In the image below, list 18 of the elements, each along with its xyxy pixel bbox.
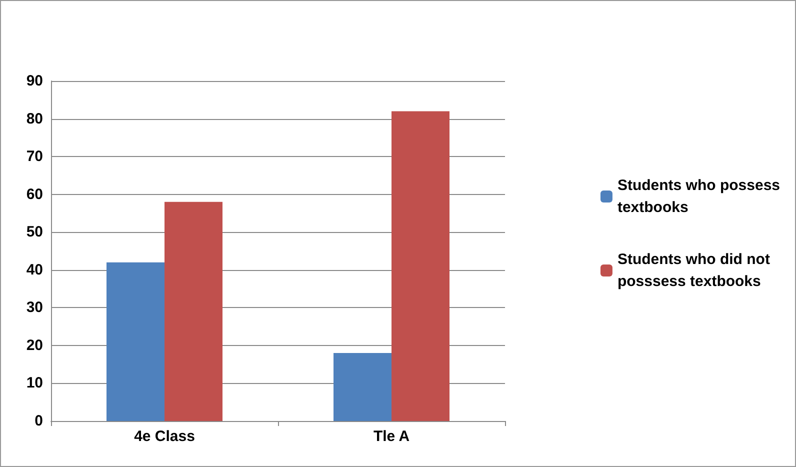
x-tick-label: 4e Class: [134, 428, 195, 445]
x-tick-label: Tle A: [373, 428, 410, 445]
y-tick-label: 0: [34, 412, 43, 430]
bar: [392, 111, 450, 421]
y-tick-label: 30: [26, 299, 43, 316]
bar: [164, 202, 222, 421]
y-tick-label: 60: [26, 186, 43, 203]
y-tick-label: 50: [26, 224, 43, 241]
y-tick-label: 10: [26, 374, 43, 392]
y-tick-label: 40: [26, 261, 43, 278]
y-tick-label: 90: [26, 72, 43, 90]
y-tick-label: 20: [26, 336, 43, 354]
bar: [106, 262, 164, 421]
y-tick-label: 70: [26, 148, 43, 166]
legend-label: Students who did not posssess textbooks: [617, 251, 770, 290]
y-tick-label: 80: [26, 110, 43, 128]
legend-label: Students who possess textbooks: [617, 177, 780, 216]
bar: [334, 353, 392, 421]
